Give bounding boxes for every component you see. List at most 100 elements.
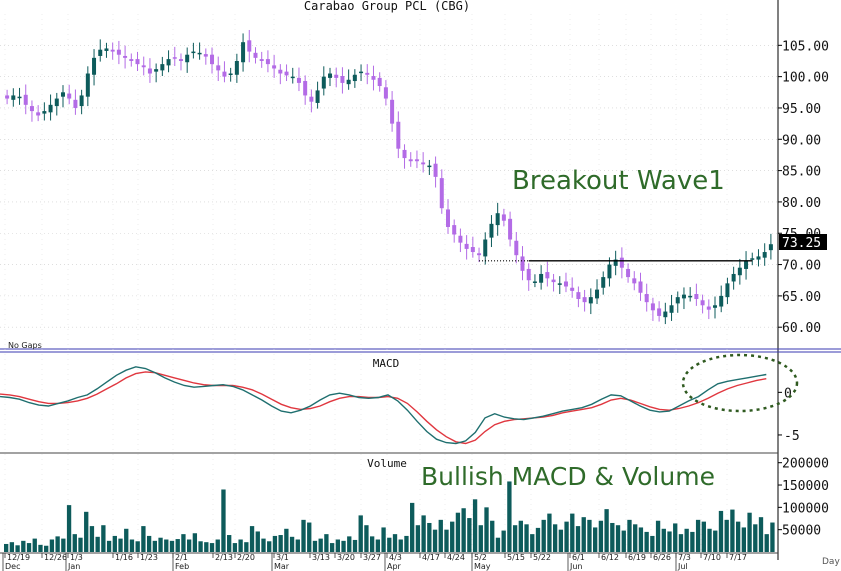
volume-bar [118, 538, 123, 552]
candle-body [414, 159, 419, 162]
candle-body [11, 95, 16, 100]
candle-body [588, 297, 593, 304]
candle-body [141, 65, 146, 68]
volume-bar [747, 512, 752, 552]
volume-bar [684, 528, 689, 552]
candle-body [563, 281, 568, 287]
candle-body [402, 149, 407, 159]
candle-body [433, 163, 438, 177]
volume-bar [701, 521, 706, 552]
volume-bar [352, 539, 358, 552]
candle-body [483, 239, 488, 257]
candle-body [67, 93, 72, 99]
volume-bar [444, 529, 449, 552]
macd-highlight-ellipse [681, 353, 799, 413]
candle-body [147, 68, 152, 74]
macd-line [0, 366, 767, 445]
volume-bar [369, 536, 375, 552]
volume-bar [678, 534, 684, 552]
volume-bar [650, 535, 655, 552]
volume-bar [278, 535, 283, 552]
volume-bar [341, 540, 346, 552]
candle-body [154, 69, 159, 72]
candle-body [36, 112, 41, 116]
volume-bar [404, 535, 409, 552]
volume-bar [32, 538, 37, 552]
date-tick-label: 6/26 [653, 553, 671, 562]
month-label: Jan [67, 562, 80, 571]
candle-body [352, 74, 357, 82]
candle-body [644, 294, 649, 303]
volume-bar [192, 533, 198, 552]
candle-body [762, 252, 767, 258]
volume-bar [129, 539, 135, 552]
candle-body [464, 243, 469, 249]
volume-bar [461, 508, 466, 552]
volume-bar [21, 540, 26, 552]
date-tick-label: 1/16 [115, 553, 133, 562]
candle-body [595, 289, 600, 299]
price-tick-label: 70.00 [782, 259, 821, 274]
candle-body [694, 294, 699, 300]
volume-label: Volume [367, 457, 407, 470]
volume-bar [690, 531, 695, 552]
volume-bar [421, 515, 426, 552]
macd-tick-label: -5 [784, 429, 800, 444]
volume-bar [661, 528, 666, 552]
volume-bar [432, 529, 438, 552]
candle-body [228, 73, 233, 76]
volume-bar [718, 510, 724, 552]
candle-body [383, 87, 388, 99]
candle-body [315, 90, 320, 103]
candle-body [557, 283, 562, 285]
macd-tick-label: 0 [784, 386, 792, 401]
candle-body [309, 96, 314, 102]
candle-body [508, 218, 513, 240]
volume-bar [55, 536, 60, 552]
volume-bar [106, 540, 112, 552]
volume-bar [255, 531, 260, 552]
volume-bar [570, 513, 575, 552]
candle-body [359, 71, 364, 74]
volume-bar [4, 543, 9, 552]
volume-bar [38, 544, 43, 552]
candle-body [427, 165, 432, 168]
candle-body [29, 106, 34, 112]
candle-body [495, 213, 500, 226]
volume-bar [141, 526, 146, 552]
candle-body [408, 159, 413, 162]
price-tick-label: 60.00 [782, 321, 821, 336]
candle-body [650, 303, 655, 311]
date-tick-label: 3/27 [363, 553, 381, 562]
candle-body [135, 59, 140, 65]
date-tick-label: 4/17 [422, 553, 440, 562]
volume-tick-label: 50000 [782, 524, 821, 539]
volume-bar [450, 521, 455, 552]
candle-body [576, 292, 581, 300]
volume-bar [495, 537, 501, 552]
candle-body [657, 308, 662, 316]
candle-body [296, 77, 301, 83]
volume-bar [604, 509, 609, 552]
macd-label: MACD [373, 357, 400, 370]
volume-bar [552, 524, 558, 552]
volume-bar [615, 525, 621, 552]
volume-bar [644, 531, 649, 552]
volume-bar [398, 539, 403, 552]
candle-body [98, 49, 103, 56]
candle-body [178, 59, 183, 61]
macd-panel: 0 -5 [0, 353, 800, 445]
candle-body [613, 259, 618, 266]
volume-bar [186, 539, 192, 552]
volume-tick-label: 100000 [782, 501, 829, 516]
candle-body [340, 76, 345, 83]
volume-bar [324, 534, 329, 552]
candle-body [284, 71, 289, 76]
volume-tick-label: 200000 [782, 457, 829, 472]
volume-bar [564, 521, 569, 552]
candle-body [222, 71, 227, 77]
volume-bar [638, 527, 644, 552]
volume-bar [198, 541, 203, 552]
date-tick-label: 5/2 [474, 553, 487, 562]
